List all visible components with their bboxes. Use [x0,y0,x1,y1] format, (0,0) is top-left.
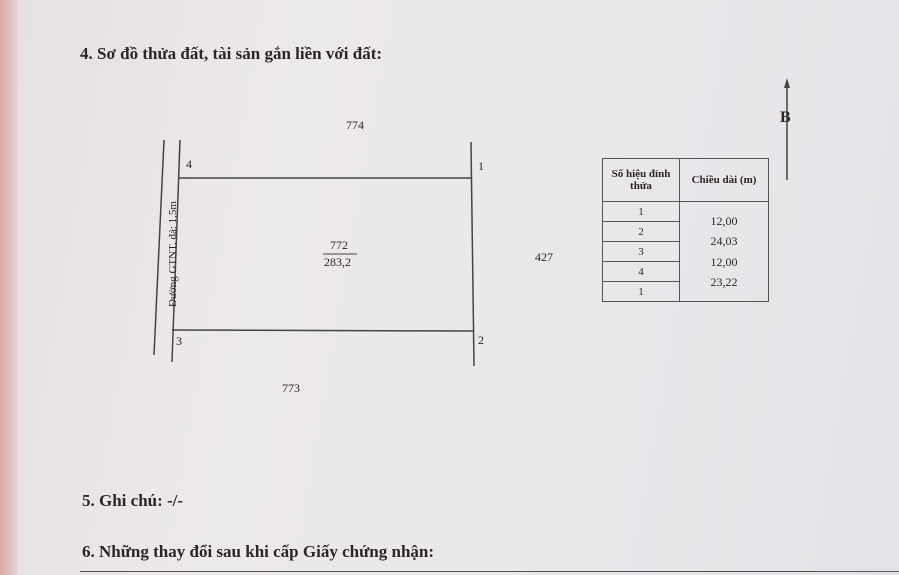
parcel-area: 283,2 [324,255,351,269]
neighbor-right: 427 [535,250,553,264]
col-header-length: Chiều dài (m) [679,158,769,202]
paper-edge [0,0,18,575]
section-4-heading: 4. Sơ đồ thửa đất, tài sản gắn liền với … [80,44,383,63]
length-value: 12,00 [710,254,738,269]
length-value: 23,22 [710,275,738,289]
vertex-cell: 1 [602,281,680,302]
north-arrow-icon [784,78,790,88]
length-cell-group: 12,00 24,03 12,00 23,22 [679,201,769,302]
neighbor-bottom: 773 [282,381,300,395]
parcel-left-edge [171,139,181,363]
col-header-vertex: Số hiệu đỉnh thửa [602,158,680,202]
vertex-cell: 2 [602,221,680,242]
road-label: Đường GTNT. đá: 1,5m [167,201,179,307]
vertex-cell: 4 [602,261,680,282]
corner-label-4: 4 [186,157,192,171]
north-label: B [780,109,791,126]
length-value: 12,00 [710,213,738,228]
corner-label-1: 1 [478,159,484,173]
vertex-length-table: Số hiệu đỉnh thửa Chiều dài (m) 1 12,00 … [602,158,769,302]
section-6-heading: 6. Những thay đổi sau khi cấp Giấy chứng… [82,542,435,561]
parcel-bottom-edge [171,329,475,332]
corner-label-2: 2 [478,333,484,347]
section-5-notes: 5. Ghi chú: -/- [82,491,184,510]
length-value: 24,03 [710,234,738,248]
road-edge-line [153,139,165,356]
vertex-cell: 1 [602,201,680,222]
table-top-border [80,571,899,572]
neighbor-top: 774 [346,118,364,132]
parcel-right-edge [470,141,475,367]
corner-label-3: 3 [176,334,182,348]
parcel-number: 772 [330,238,348,252]
vertex-cell: 3 [602,241,680,262]
